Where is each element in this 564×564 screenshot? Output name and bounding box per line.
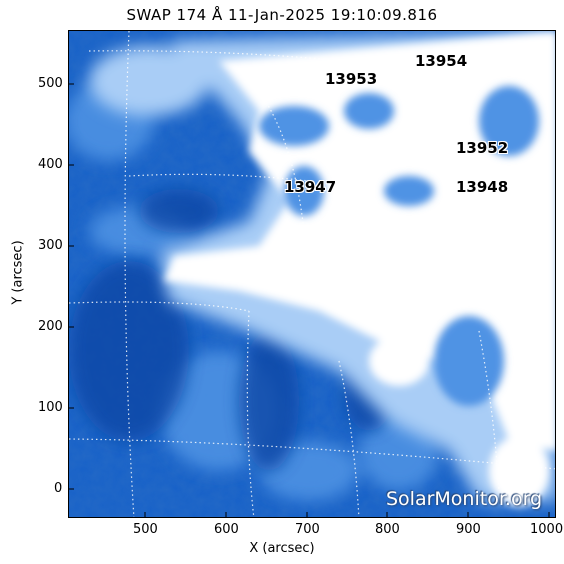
y-tick-label: 500 (38, 76, 63, 91)
y-tick-label: 400 (38, 157, 63, 172)
x-tick-label: 900 (456, 522, 481, 537)
solar-image-panel (68, 30, 556, 518)
active-region-label: 13948 (456, 178, 509, 196)
watermark-logo: SolarMonitor.org (386, 488, 543, 510)
y-tick-label: 100 (38, 400, 63, 415)
active-region-label: 13952 (456, 139, 509, 157)
y-tick-label: 0 (54, 481, 63, 496)
x-tick-label: 500 (133, 522, 158, 537)
active-region-label: 13947 (284, 178, 337, 196)
x-tick-label: 1000 (530, 522, 564, 537)
x-tick-label: 800 (375, 522, 400, 537)
y-tick-label: 200 (38, 319, 63, 334)
x-tick-label: 700 (295, 522, 320, 537)
y-tick-label: 300 (38, 238, 63, 253)
x-axis-label: X (arcsec) (249, 541, 315, 556)
y-axis-label: Y (arcsec) (10, 240, 26, 305)
solar-corona-image (69, 31, 555, 517)
active-region-label: 13953 (325, 70, 378, 88)
image-title: SWAP 174 Å 11-Jan-2025 19:10:09.816 (126, 6, 438, 24)
x-tick-label: 600 (214, 522, 239, 537)
active-region-label: 13954 (415, 52, 468, 70)
heliographic-grid (69, 31, 555, 517)
